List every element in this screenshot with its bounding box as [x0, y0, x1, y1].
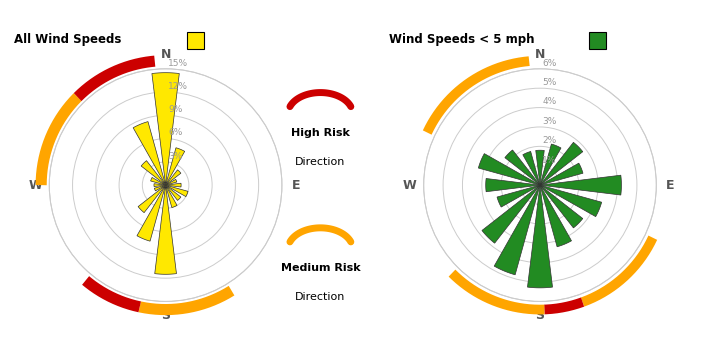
Polygon shape	[166, 170, 181, 185]
Text: N: N	[161, 48, 171, 61]
Text: 3%: 3%	[542, 117, 557, 126]
Polygon shape	[141, 161, 166, 185]
Text: 15%: 15%	[168, 59, 188, 68]
Bar	[186, 32, 204, 49]
Polygon shape	[152, 73, 179, 185]
Text: All Wind Speeds: All Wind Speeds	[14, 33, 122, 46]
Text: W: W	[29, 179, 42, 192]
Polygon shape	[536, 150, 544, 185]
Text: W: W	[403, 179, 417, 192]
Text: 12%: 12%	[168, 82, 188, 91]
Text: E: E	[292, 179, 300, 192]
Polygon shape	[166, 148, 185, 185]
Polygon shape	[494, 185, 540, 275]
Text: 6%: 6%	[168, 129, 182, 137]
Polygon shape	[486, 178, 540, 192]
Polygon shape	[505, 150, 540, 185]
Text: 3%: 3%	[168, 152, 182, 161]
Text: High Risk: High Risk	[291, 128, 350, 138]
Polygon shape	[154, 184, 166, 187]
Polygon shape	[540, 142, 582, 185]
Polygon shape	[137, 185, 166, 241]
Text: 5%: 5%	[542, 78, 557, 87]
Text: 6%: 6%	[542, 59, 557, 68]
Text: Direction: Direction	[295, 157, 346, 167]
Polygon shape	[528, 185, 552, 288]
Polygon shape	[540, 185, 602, 216]
Polygon shape	[154, 185, 166, 191]
Polygon shape	[166, 179, 177, 185]
Polygon shape	[133, 122, 166, 185]
Polygon shape	[155, 185, 176, 274]
Polygon shape	[482, 185, 540, 243]
Polygon shape	[540, 185, 572, 247]
Polygon shape	[138, 185, 166, 213]
Bar	[589, 32, 606, 49]
Polygon shape	[540, 163, 583, 185]
Polygon shape	[478, 154, 540, 185]
Polygon shape	[166, 183, 181, 187]
Text: E: E	[666, 179, 675, 192]
Text: S: S	[536, 309, 544, 322]
Polygon shape	[166, 185, 188, 197]
Polygon shape	[540, 175, 621, 195]
Text: Direction: Direction	[295, 292, 346, 302]
Text: 2%: 2%	[542, 136, 557, 145]
Text: 4%: 4%	[542, 98, 557, 106]
Text: Wind Speeds < 5 mph: Wind Speeds < 5 mph	[389, 33, 534, 46]
Polygon shape	[540, 144, 561, 185]
Polygon shape	[166, 185, 177, 208]
Polygon shape	[523, 152, 540, 185]
Text: 9%: 9%	[168, 105, 182, 114]
Polygon shape	[166, 185, 181, 200]
Text: S: S	[161, 309, 170, 322]
Text: N: N	[535, 48, 545, 61]
Polygon shape	[540, 185, 582, 228]
Text: Medium Risk: Medium Risk	[281, 263, 360, 273]
Polygon shape	[497, 185, 540, 207]
Polygon shape	[150, 178, 166, 185]
Text: 1%: 1%	[542, 156, 557, 164]
